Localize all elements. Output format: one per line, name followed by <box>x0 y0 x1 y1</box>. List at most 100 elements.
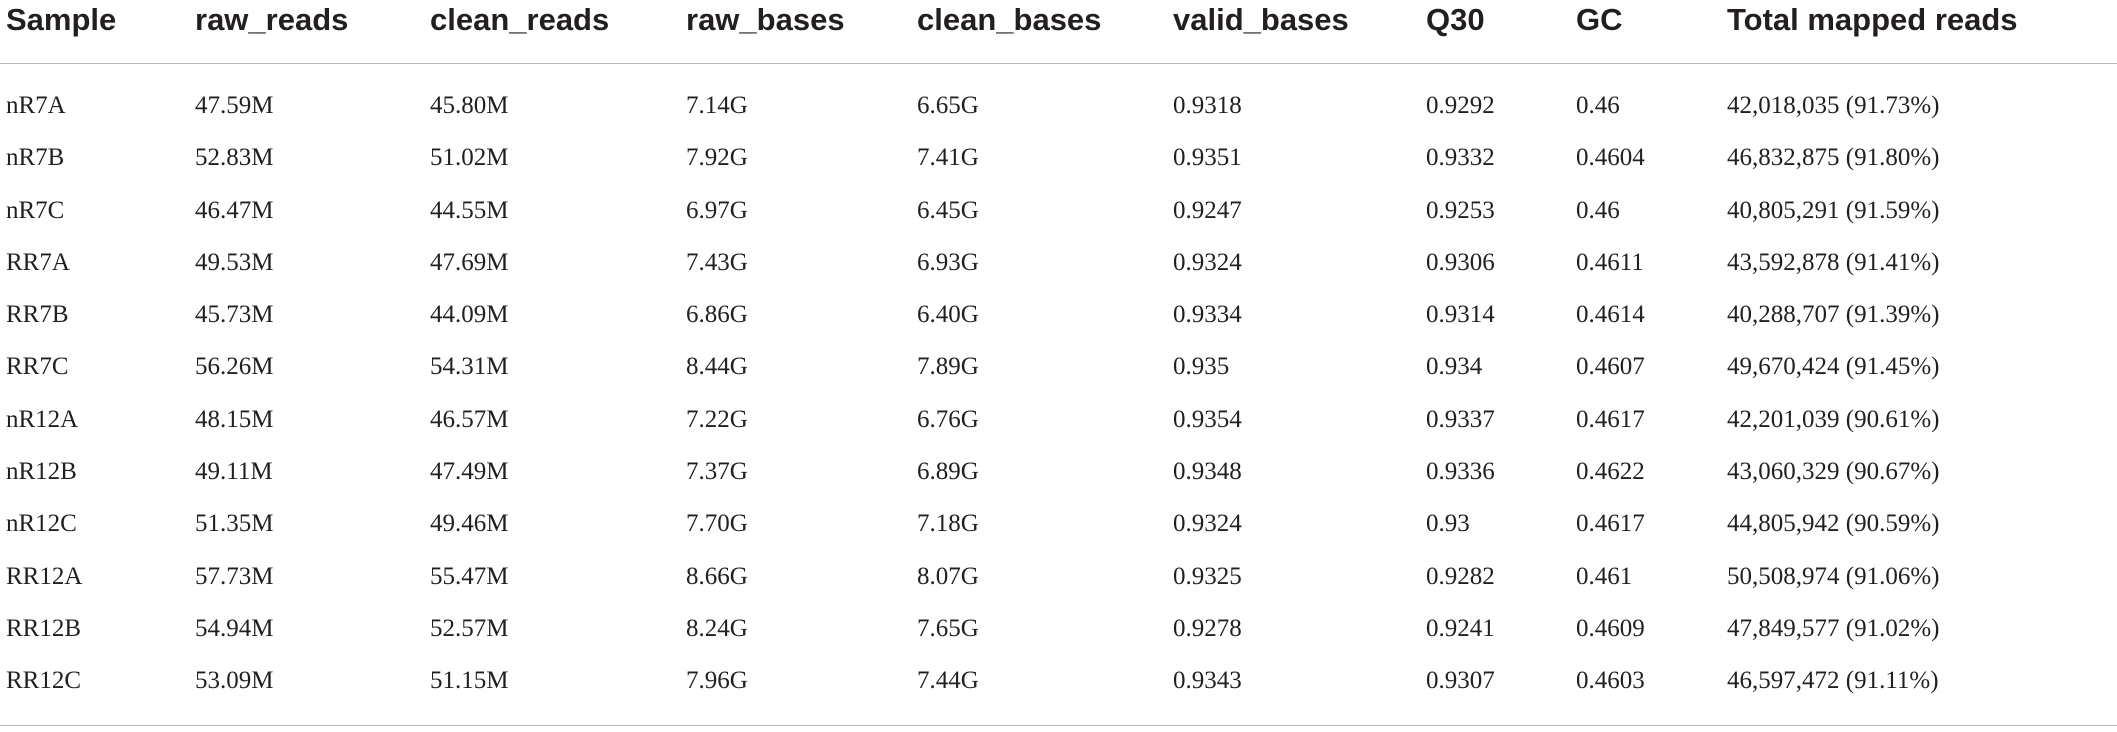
cell-raw-bases: 7.43G <box>686 248 748 276</box>
cell-clean-reads: 45.80M <box>430 92 509 119</box>
cell-total-mapped-reads: 40,805,291 (91.59%) <box>1727 196 1940 224</box>
header-raw-bases: raw_bases <box>686 2 845 37</box>
cell-clean-reads: 52.57M <box>430 614 509 642</box>
cell-raw-reads: 54.94M <box>195 614 274 642</box>
table-header-row: Sample raw_reads clean_reads raw_bases c… <box>0 0 2117 46</box>
cell-valid-bases: 0.9351 <box>1173 144 1242 172</box>
table-row: RR7B 45.73M 44.09M 6.86G 6.40G 0.9334 0.9314 0.… <box>0 297 2117 349</box>
cell-raw-bases: 7.37G <box>686 458 748 486</box>
cell-sample: RR7B <box>6 301 69 329</box>
cell-sample: nR7A <box>6 92 66 119</box>
cell-clean-bases: 7.41G <box>917 144 979 172</box>
cell-total-mapped-reads: 47,849,577 (91.02%) <box>1727 614 1940 642</box>
cell-gc: 0.4603 <box>1576 667 1645 695</box>
cell-raw-bases: 6.97G <box>686 196 748 224</box>
cell-q30: 0.9336 <box>1426 458 1495 486</box>
cell-raw-reads: 48.15M <box>195 405 274 433</box>
cell-valid-bases: 0.935 <box>1173 353 1230 381</box>
cell-valid-bases: 0.9324 <box>1173 510 1242 538</box>
cell-valid-bases: 0.9348 <box>1173 458 1242 486</box>
cell-clean-bases: 6.93G <box>917 248 979 276</box>
cell-q30: 0.9253 <box>1426 196 1495 224</box>
cell-clean-reads: 46.57M <box>430 405 509 433</box>
cell-valid-bases: 0.9354 <box>1173 405 1242 433</box>
table-body: nR7A 47.59M 45.80M 7.14G 6.65G 0.9318 0.9292 0.… <box>0 88 2117 716</box>
header-sample: Sample <box>6 2 117 37</box>
cell-q30: 0.9241 <box>1426 614 1495 642</box>
table-row: RR7A 49.53M 47.69M 7.43G 6.93G 0.9324 0.9306 0.… <box>0 245 2117 297</box>
table-bottom-rule <box>0 725 2117 726</box>
cell-clean-bases: 7.89G <box>917 353 979 381</box>
cell-clean-reads: 49.46M <box>430 510 509 538</box>
table-row: nR12A 48.15M 46.57M 7.22G 6.76G 0.9354 0.9337 0… <box>0 402 2117 454</box>
table-row: nR7B 52.83M 51.02M 7.92G 7.41G 0.9351 0.9332 0.… <box>0 140 2117 192</box>
cell-raw-reads: 45.73M <box>195 301 274 329</box>
cell-raw-bases: 7.92G <box>686 144 748 172</box>
cell-clean-bases: 6.45G <box>917 196 979 224</box>
header-raw-reads: raw_reads <box>195 2 349 37</box>
cell-q30: 0.9306 <box>1426 248 1495 276</box>
cell-raw-bases: 7.96G <box>686 667 748 695</box>
cell-clean-reads: 51.02M <box>430 144 509 172</box>
cell-q30: 0.9292 <box>1426 92 1495 119</box>
cell-raw-bases: 8.24G <box>686 614 748 642</box>
cell-raw-bases: 7.22G <box>686 405 748 433</box>
cell-total-mapped-reads: 42,018,035 (91.73%) <box>1727 92 1940 119</box>
cell-sample: nR7C <box>6 196 65 224</box>
cell-raw-reads: 53.09M <box>195 667 274 695</box>
cell-raw-reads: 47.59M <box>195 92 274 119</box>
cell-total-mapped-reads: 44,805,942 (90.59%) <box>1727 510 1940 538</box>
table-row: RR12C 53.09M 51.15M 7.96G 7.44G 0.9343 0.9307 0… <box>0 663 2117 715</box>
cell-clean-reads: 55.47M <box>430 562 509 590</box>
cell-raw-bases: 8.44G <box>686 353 748 381</box>
cell-raw-reads: 56.26M <box>195 353 274 381</box>
cell-raw-reads: 49.53M <box>195 248 274 276</box>
cell-gc: 0.4609 <box>1576 614 1645 642</box>
cell-clean-bases: 7.44G <box>917 667 979 695</box>
cell-raw-bases: 6.86G <box>686 301 748 329</box>
header-clean-reads: clean_reads <box>430 2 610 37</box>
table-row: nR7A 47.59M 45.80M 7.14G 6.65G 0.9318 0.9292 0.… <box>0 88 2117 140</box>
cell-gc: 0.4607 <box>1576 353 1645 381</box>
cell-q30: 0.93 <box>1426 510 1470 538</box>
cell-clean-reads: 54.31M <box>430 353 509 381</box>
cell-sample: RR7A <box>6 248 70 276</box>
cell-clean-reads: 44.09M <box>430 301 509 329</box>
cell-clean-bases: 6.76G <box>917 405 979 433</box>
cell-total-mapped-reads: 46,597,472 (91.11%) <box>1727 667 1939 695</box>
cell-sample: nR12B <box>6 458 77 486</box>
cell-clean-reads: 47.49M <box>430 458 509 486</box>
cell-gc: 0.4604 <box>1576 144 1645 172</box>
cell-q30: 0.934 <box>1426 353 1483 381</box>
cell-gc: 0.4614 <box>1576 301 1645 329</box>
cell-clean-reads: 44.55M <box>430 196 509 224</box>
cell-clean-bases: 6.65G <box>917 92 979 119</box>
cell-sample: RR12C <box>6 667 82 695</box>
cell-clean-bases: 6.89G <box>917 458 979 486</box>
cell-valid-bases: 0.9334 <box>1173 301 1242 329</box>
cell-sample: nR12C <box>6 510 77 538</box>
cell-total-mapped-reads: 42,201,039 (90.61%) <box>1727 405 1940 433</box>
cell-raw-reads: 52.83M <box>195 144 274 172</box>
header-divider <box>0 63 2117 64</box>
cell-raw-bases: 7.70G <box>686 510 748 538</box>
cell-gc: 0.4611 <box>1576 248 1644 276</box>
cell-valid-bases: 0.9325 <box>1173 562 1242 590</box>
cell-clean-reads: 51.15M <box>430 667 509 695</box>
table-row: RR12A 57.73M 55.47M 8.66G 8.07G 0.9325 0.9282 0… <box>0 559 2117 611</box>
cell-total-mapped-reads: 40,288,707 (91.39%) <box>1727 301 1940 329</box>
cell-q30: 0.9337 <box>1426 405 1495 433</box>
cell-total-mapped-reads: 43,592,878 (91.41%) <box>1727 248 1940 276</box>
cell-q30: 0.9307 <box>1426 667 1495 695</box>
cell-sample: nR7B <box>6 144 65 172</box>
cell-raw-reads: 46.47M <box>195 196 274 224</box>
cell-total-mapped-reads: 43,060,329 (90.67%) <box>1727 458 1940 486</box>
cell-total-mapped-reads: 49,670,424 (91.45%) <box>1727 353 1940 381</box>
cell-valid-bases: 0.9247 <box>1173 196 1242 224</box>
cell-raw-reads: 51.35M <box>195 510 274 538</box>
header-q30: Q30 <box>1426 2 1485 37</box>
cell-sample: nR12A <box>6 405 79 433</box>
cell-valid-bases: 0.9278 <box>1173 614 1242 642</box>
cell-clean-reads: 47.69M <box>430 248 509 276</box>
